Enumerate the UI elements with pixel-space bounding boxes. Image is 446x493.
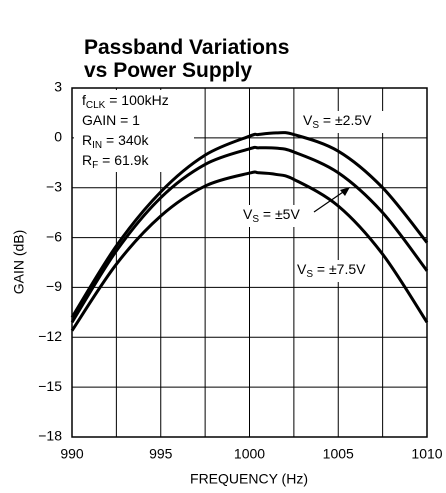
series-label-part: V <box>243 206 253 222</box>
annotation-part: GAIN = 1 <box>82 112 140 128</box>
annotation: RIN = 340k <box>82 132 149 151</box>
annotation-part: IN <box>92 140 102 151</box>
series-label-part: V <box>303 112 313 128</box>
series-line <box>70 145 429 324</box>
arrow-head <box>340 187 350 196</box>
series-label: VS = ±5V <box>243 206 300 225</box>
series-label-bg <box>241 205 313 227</box>
annotation-part: F <box>92 160 98 171</box>
x-axis-label: FREQUENCY (Hz) <box>190 471 308 487</box>
series-label-bg <box>295 260 381 282</box>
annotation-part: CLK <box>86 100 106 111</box>
series-label-part: S <box>312 120 319 131</box>
x-tick-label: 995 <box>149 446 173 462</box>
annotation-part: = 340k <box>102 132 149 148</box>
y-tick-label: −15 <box>38 378 62 394</box>
y-axis-label: GAIN (dB) <box>11 230 27 295</box>
annotation: GAIN = 1 <box>82 112 140 128</box>
y-tick-label: −18 <box>38 428 62 444</box>
y-tick-label: 0 <box>54 129 62 145</box>
plot-frame <box>71 87 428 438</box>
series-label: VS = ±7.5V <box>297 261 366 280</box>
y-tick-label: −6 <box>46 228 62 244</box>
annotation: RF = 61.9k <box>82 152 149 171</box>
series-label-bg <box>301 111 387 133</box>
annotation-part: R <box>82 132 92 148</box>
series-label-part: = ±7.5V <box>313 261 366 277</box>
x-tick-label: 1010 <box>411 446 442 462</box>
annotation-part: = 61.9k <box>98 152 149 168</box>
annotation-part: f <box>82 92 86 108</box>
annotation: fCLK = 100kHz <box>82 92 169 111</box>
x-tick-label: 990 <box>60 446 84 462</box>
series-label-part: S <box>252 214 259 225</box>
x-tick-label: 1005 <box>323 446 354 462</box>
x-tick-label: 1000 <box>234 446 265 462</box>
y-tick-label: 3 <box>54 79 62 95</box>
series-label: VS = ±2.5V <box>303 112 372 131</box>
series-label-part: S <box>306 269 313 280</box>
arrow-shaft <box>313 189 347 213</box>
y-tick-label: −3 <box>46 178 62 194</box>
series-line <box>70 170 429 332</box>
annotation-part: R <box>82 152 92 168</box>
series-label-part: V <box>297 261 307 277</box>
y-tick-label: −12 <box>38 328 62 344</box>
series-label-part: = ±5V <box>259 206 300 222</box>
series-line <box>70 131 429 319</box>
chart-title: Passband Variations <box>84 36 289 59</box>
annotation-part: = 100kHz <box>105 92 168 108</box>
annotation-box <box>74 90 194 172</box>
series-label-part: = ±2.5V <box>319 112 372 128</box>
y-tick-label: −9 <box>46 278 62 294</box>
chart-title: vs Power Supply <box>84 59 252 82</box>
